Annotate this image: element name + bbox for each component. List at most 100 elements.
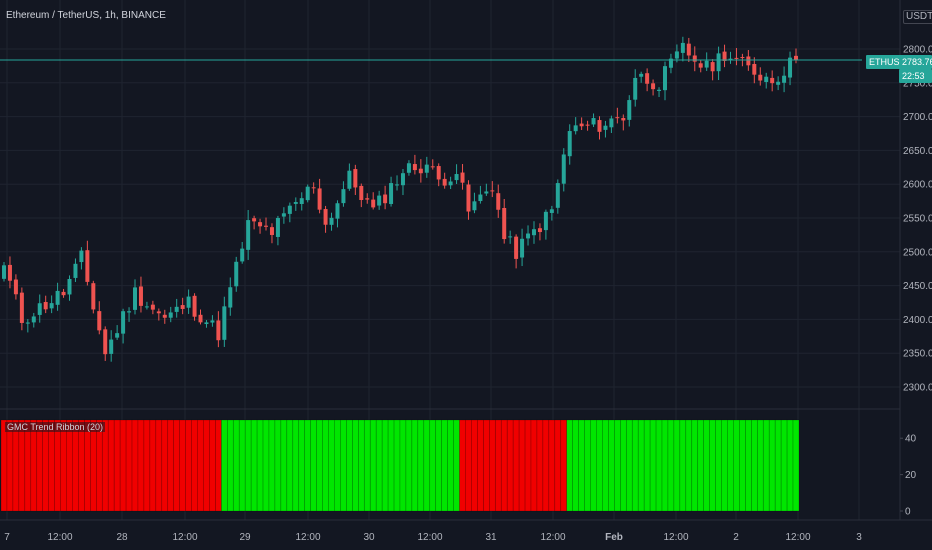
ribbon-bar xyxy=(203,419,210,512)
ribbon-bar xyxy=(602,419,609,512)
ribbon-bar xyxy=(691,419,699,512)
candle-body xyxy=(698,63,703,68)
ribbon-bar xyxy=(399,419,407,512)
candle-body xyxy=(442,178,447,186)
candle xyxy=(79,247,84,270)
ribbon-bar xyxy=(673,419,681,512)
ribbon-bar xyxy=(608,419,615,512)
candle-body xyxy=(406,163,411,173)
ribbon-bar xyxy=(762,419,770,512)
candle xyxy=(121,308,126,344)
candle xyxy=(329,212,334,231)
candle-body xyxy=(311,187,316,189)
candle-body xyxy=(591,118,596,125)
candle-body xyxy=(37,303,42,315)
ribbon-bar xyxy=(590,419,597,512)
price-tick-label: 2350.00 xyxy=(903,349,932,360)
ribbon-bar xyxy=(197,419,204,512)
candle xyxy=(585,120,590,131)
ribbon-bar xyxy=(548,419,556,512)
ribbon-bar xyxy=(500,419,508,512)
candle-body xyxy=(133,287,138,310)
symbol-price-tag: ETHUSDT xyxy=(866,55,901,69)
candle-body xyxy=(228,287,233,308)
candlestick-series[interactable] xyxy=(2,36,798,362)
candle-body xyxy=(222,306,227,340)
candle xyxy=(234,256,239,292)
candle xyxy=(37,294,42,323)
currency-label[interactable]: USDT xyxy=(903,10,932,24)
candle xyxy=(252,215,257,230)
candle-body xyxy=(2,265,6,279)
time-axis[interactable]: 7 12:00 28 12:00 29 12:00 30 12:00 31 12:00 Feb 12:… xyxy=(4,532,862,543)
ribbon-bar xyxy=(54,419,61,512)
price-axis[interactable]: 2800.00 2750.00 2700.00 2650.00 2600.00 2550.… xyxy=(903,45,932,394)
candle xyxy=(341,181,346,207)
candle-body xyxy=(204,322,209,325)
candle-body xyxy=(776,81,781,85)
candle xyxy=(365,193,370,204)
candle-body xyxy=(389,183,394,204)
ribbon-bar xyxy=(274,419,282,512)
candle xyxy=(782,66,787,93)
candle-body xyxy=(597,120,602,132)
candle-body xyxy=(299,198,304,204)
candle-body xyxy=(585,124,590,126)
candle-body xyxy=(490,190,495,192)
candle xyxy=(389,176,394,207)
candle-body xyxy=(79,250,84,263)
candle-body xyxy=(269,227,274,235)
candle xyxy=(19,287,24,331)
candle xyxy=(198,309,203,325)
ribbon-bar xyxy=(465,419,472,512)
candle-body xyxy=(728,58,733,60)
ribbon-bar xyxy=(66,419,73,512)
ribbon-tick-label: 20 xyxy=(905,470,917,481)
candle-body xyxy=(61,291,66,296)
ribbon-bar xyxy=(90,419,97,512)
time-tick-label: 31 xyxy=(485,532,497,543)
ribbon-bar xyxy=(101,419,109,512)
candle-body xyxy=(740,57,745,59)
ribbon-bar xyxy=(661,419,669,512)
price-tick-label: 2800.00 xyxy=(903,45,932,56)
ribbon-bar xyxy=(643,419,651,512)
candle xyxy=(680,36,685,62)
ribbon-bar xyxy=(125,419,133,512)
candle-body xyxy=(794,55,798,60)
candle-body xyxy=(662,66,667,91)
time-tick-label: 12:00 xyxy=(172,532,197,543)
ribbon-bar xyxy=(215,419,222,512)
candle xyxy=(549,205,554,221)
price-tick-label: 2400.00 xyxy=(903,315,932,326)
candle-body xyxy=(514,236,519,259)
indicator-title[interactable]: GMC Trend Ribbon (20) xyxy=(5,422,106,432)
candle-body xyxy=(543,211,548,231)
candle xyxy=(311,182,316,194)
time-tick-label: 28 xyxy=(116,532,128,543)
ribbon-bar xyxy=(173,419,180,512)
price-tick-label: 2550.00 xyxy=(903,214,932,225)
candle xyxy=(662,61,667,101)
candle xyxy=(61,288,66,298)
candle xyxy=(168,306,173,323)
candle-body xyxy=(335,203,340,219)
ribbon-bar xyxy=(620,419,627,512)
candle xyxy=(7,256,12,289)
candle xyxy=(73,258,78,282)
ribbon-bar xyxy=(340,419,347,512)
candle-body xyxy=(121,311,126,334)
candle-body xyxy=(537,228,542,233)
ribbon-bar xyxy=(232,419,240,512)
candle-body xyxy=(639,73,644,77)
candle xyxy=(347,163,352,191)
symbol-title[interactable]: Ethereum / TetherUS, 1h, BINANCE xyxy=(6,10,166,21)
ribbon-bar xyxy=(30,419,38,512)
candle xyxy=(448,176,453,190)
candle-body xyxy=(484,191,489,194)
ribbon-bar xyxy=(524,419,532,512)
candle xyxy=(156,308,161,321)
candle xyxy=(281,207,286,224)
candle xyxy=(49,295,54,314)
